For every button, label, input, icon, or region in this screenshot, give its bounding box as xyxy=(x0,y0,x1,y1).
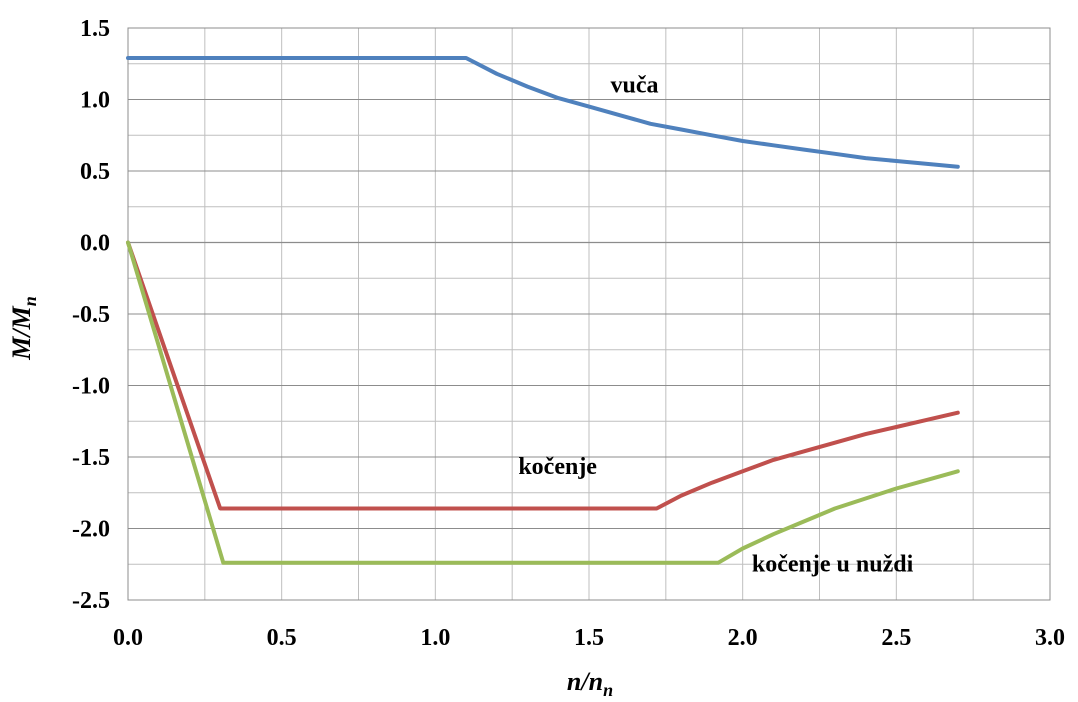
x-tick-label: 1.5 xyxy=(574,625,604,651)
x-tick-label: 1.0 xyxy=(420,625,450,651)
series-label: vuča xyxy=(611,72,659,98)
series-line xyxy=(126,56,960,169)
series-lines xyxy=(126,56,960,565)
x-tick-labels: 0.0 0.5 1.0 1.5 2.0 2.5 3.0 xyxy=(113,625,1065,651)
y-axis-label: M/Mn xyxy=(7,296,40,360)
series-line xyxy=(126,240,960,565)
series-label: kočenje u nuždi xyxy=(752,551,914,577)
y-tick-label: -2.5 xyxy=(72,588,110,614)
y-tick-label: -2.0 xyxy=(72,517,110,543)
grid xyxy=(128,28,1050,600)
y-tick-label: 0.5 xyxy=(80,159,110,185)
x-tick-label: 0.5 xyxy=(267,625,297,651)
y-tick-label: 1.0 xyxy=(80,88,110,114)
y-tick-label: 1.5 xyxy=(80,16,110,42)
series-line xyxy=(126,240,960,511)
axes xyxy=(127,27,1051,601)
y-tick-labels: 1.5 1.0 0.5 0.0 -0.5 -1.0 -1.5 -2.0 -2.5 xyxy=(72,16,110,614)
series-labels: vuča kočenje kočenje u nuždi xyxy=(518,72,913,577)
y-tick-label: 0.0 xyxy=(80,231,110,257)
x-tick-label: 0.0 xyxy=(113,625,143,651)
y-tick-label: -1.5 xyxy=(72,445,110,471)
x-tick-label: 3.0 xyxy=(1035,625,1065,651)
series-label: kočenje xyxy=(518,454,597,480)
y-tick-label: -1.0 xyxy=(72,374,110,400)
plot-border xyxy=(127,27,1051,601)
x-tick-label: 2.0 xyxy=(728,625,758,651)
x-tick-label: 2.5 xyxy=(881,625,911,651)
x-axis-label: n/nn xyxy=(567,667,613,700)
y-tick-label: -0.5 xyxy=(72,302,110,328)
